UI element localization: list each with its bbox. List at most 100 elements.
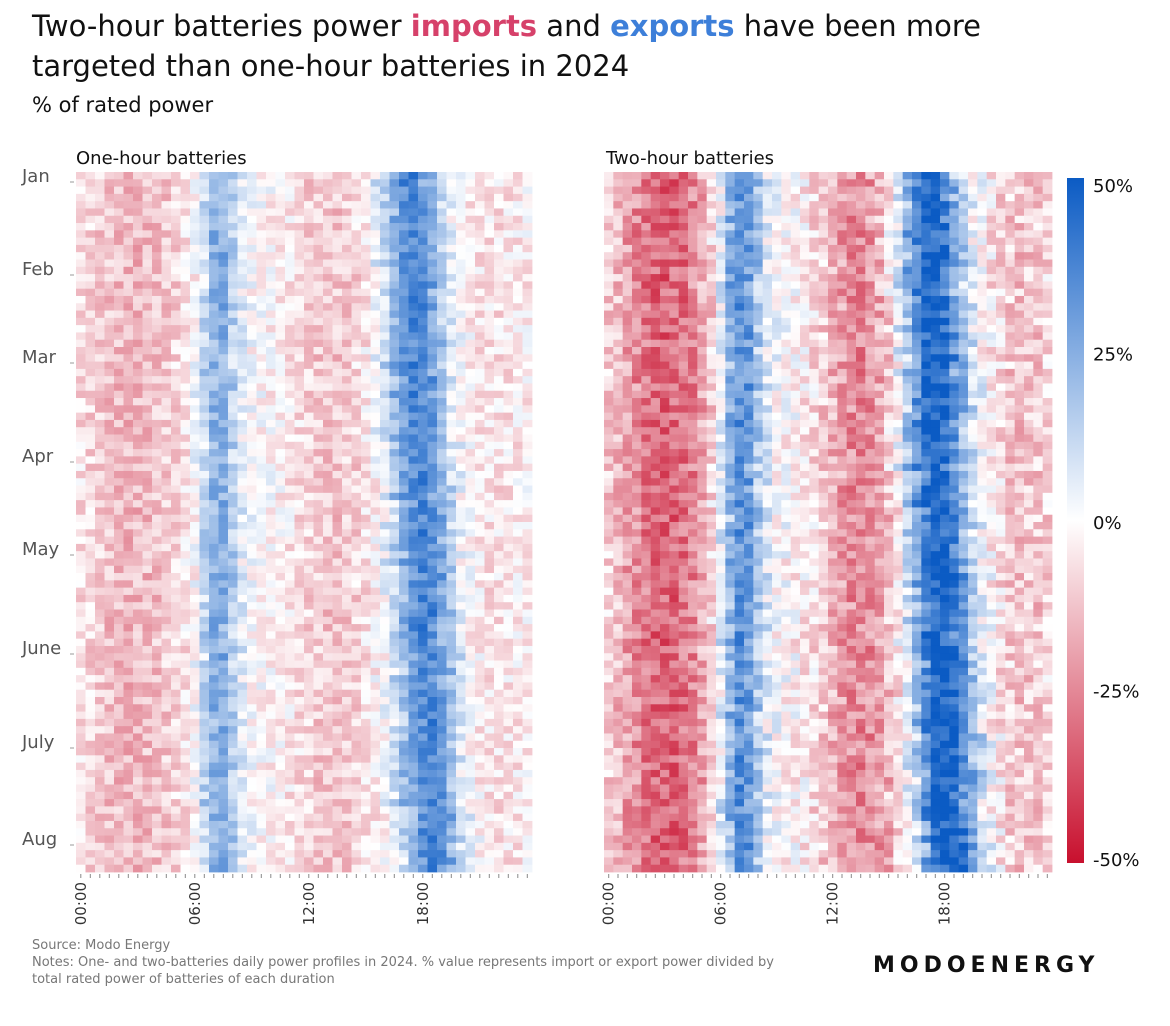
heatmap-cell [902,201,913,209]
heatmap-cell [408,193,419,202]
heatmap-cell [446,682,457,691]
heatmap-cell [133,339,143,348]
heatmap-cell [218,449,229,457]
heatmap-cell [285,325,295,333]
heatmap-cell [294,660,305,669]
heatmap-cell [613,215,624,224]
heatmap-cell [389,682,400,691]
heatmap-cell [313,850,324,858]
heatmap-cell [342,368,352,377]
heatmap-cell [494,565,504,574]
heatmap-cell [697,208,708,217]
heatmap-cell [437,244,447,253]
heatmap-cell [475,492,485,501]
heatmap-cell [152,806,162,815]
heatmap-cell [380,857,390,866]
heatmap-cell [85,470,96,479]
heatmap-cell [522,835,533,844]
heatmap-cell [503,791,514,800]
heatmap-cell [418,864,428,873]
heatmap-cell [199,675,210,683]
heatmap-cell [256,398,267,406]
heatmap-cell [85,208,96,217]
heatmap-cell [446,383,457,392]
heatmap-cell [408,799,419,807]
heatmap-cell [171,813,181,822]
heatmap-cell [123,667,134,676]
heatmap-cell [304,638,314,647]
heatmap-cell [380,529,390,537]
heatmap-cell [142,237,153,246]
heatmap-cell [161,259,172,268]
heatmap-cell [161,667,172,676]
heatmap-cell [361,281,371,290]
heatmap-cell [123,492,134,501]
heatmap-cell [465,645,476,654]
heatmap-cell [475,449,485,457]
heatmap-cell [123,740,134,749]
heatmap-cell [237,193,248,202]
heatmap-cell [389,594,400,603]
heatmap-cell [171,405,181,414]
heatmap-cell [294,223,305,231]
heatmap-cell [809,201,820,209]
heatmap-cell [247,441,257,450]
heatmap-cell [152,332,162,341]
heatmap-cell [884,215,894,224]
heatmap-cell [465,799,476,807]
heatmap-cell [285,193,295,202]
heatmap-cell [323,317,333,326]
heatmap-cell [104,281,115,290]
heatmap-cell [503,434,514,443]
heatmap-cell [266,602,276,610]
heatmap-cell [256,427,267,435]
heatmap-cell [190,470,200,479]
heatmap-cell [332,726,343,734]
heatmap-cell [209,551,219,559]
heatmap-cell [209,478,219,486]
heatmap-cell [446,172,457,180]
heatmap-cell [161,689,172,698]
heatmap-cell [152,536,162,545]
heatmap-cell [190,274,200,282]
heatmap-cell [465,594,476,603]
heatmap-cell [678,179,689,187]
heatmap-cell [351,711,362,720]
heatmap-cell [180,412,191,421]
heatmap-cell [85,274,96,282]
heatmap-cell [389,456,400,465]
heatmap-cell [772,172,782,180]
heatmap-cell [437,427,447,435]
heatmap-cell [475,215,485,224]
heatmap-cell [427,667,438,676]
heatmap-cell [399,565,409,574]
heatmap-cell [142,522,153,530]
heatmap-cell [114,332,124,341]
heatmap-cell [456,354,466,362]
heatmap-cell [513,784,523,793]
heatmap-cell [294,412,305,421]
heatmap-cell [123,675,134,683]
heatmap-cell [123,274,134,282]
heatmap-cell [437,777,447,785]
heatmap-cell [133,835,143,844]
heatmap-cell [1042,172,1053,180]
heatmap-cell [522,456,533,465]
heatmap-cell [399,791,409,800]
heatmap-cell [95,740,105,749]
heatmap-cell [114,500,124,508]
heatmap-cell [475,303,485,311]
heatmap-cell [456,361,466,370]
heatmap-cell [323,543,333,552]
heatmap-cell [256,842,267,851]
heatmap-cell [133,259,143,268]
heatmap-cell [484,558,495,567]
heatmap-cell [632,179,642,187]
heatmap-cell [351,230,362,239]
heatmap-cell [351,842,362,851]
heatmap-cell [494,500,504,508]
heatmap-cell [228,799,238,807]
heatmap-cell [85,835,96,844]
heatmap-cell [104,434,115,443]
heatmap-cell [351,441,362,450]
